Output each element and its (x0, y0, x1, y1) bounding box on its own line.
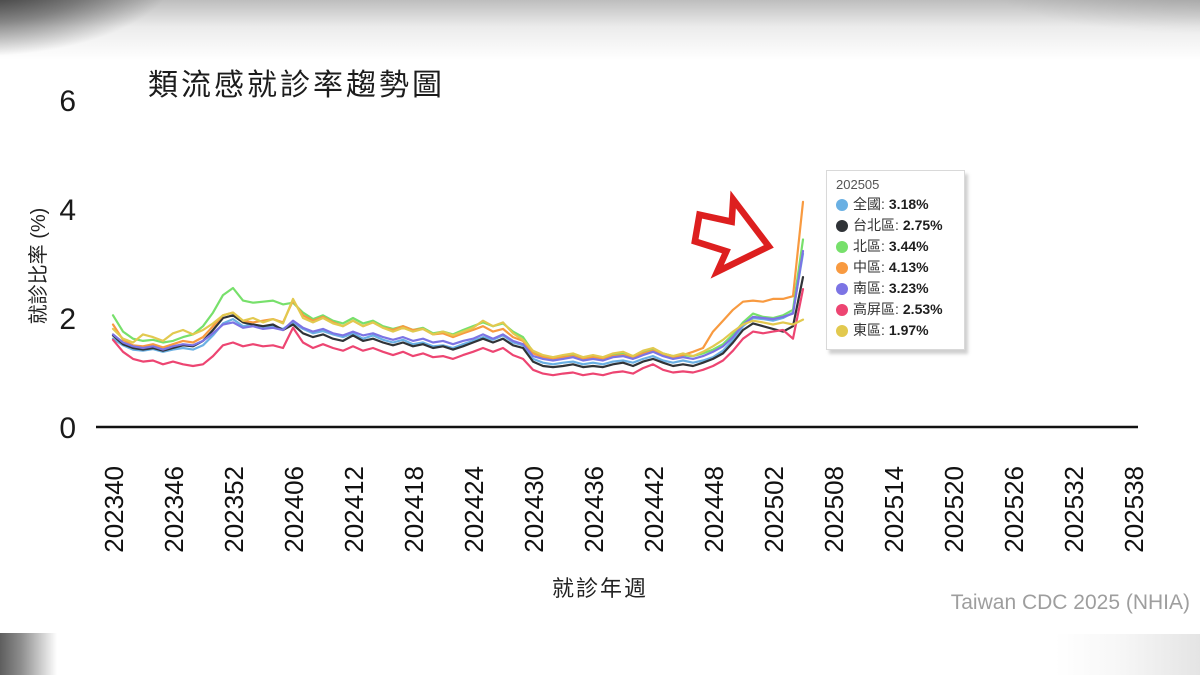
legend-color-dot (836, 198, 848, 211)
x-tick-label: 202508 (819, 466, 849, 553)
legend-label: 南區: (853, 280, 885, 296)
legend-color-dot (836, 303, 848, 316)
legend-value: 3.18% (888, 196, 929, 212)
legend-value: 4.13% (888, 259, 929, 275)
x-tick-label: 202424 (459, 466, 489, 553)
legend-label: 台北區: (853, 217, 899, 233)
x-tick-label: 202502 (759, 466, 789, 553)
legend-color-dot (836, 240, 848, 253)
tooltip-week-label: 202505 (836, 177, 880, 192)
legend-item-taipei: 台北區: 2.75% (836, 215, 954, 236)
x-tick-label: 202532 (1059, 466, 1089, 553)
chart-title: 類流感就診率趨勢圖 (148, 68, 445, 103)
legend-label: 北區: (853, 238, 885, 254)
y-tick-label: 6 (59, 85, 76, 118)
spike-arrow-shape (691, 190, 774, 279)
x-tick-label: 202340 (99, 466, 129, 553)
legend-label: 全國: (853, 196, 885, 212)
legend-color-dot (836, 324, 848, 337)
legend-value: 1.97% (888, 322, 929, 338)
series-line-kaoping (111, 288, 805, 377)
attribution-text: Taiwan CDC 2025 (NHIA) (950, 591, 1190, 614)
legend-color-dot (836, 219, 848, 232)
series-line-taipei (111, 276, 805, 369)
x-tick-label: 202436 (579, 466, 609, 553)
legend-label: 中區: (853, 259, 885, 275)
series-line-east (111, 297, 805, 359)
x-tick-label: 202430 (519, 466, 549, 553)
tooltip-items-list: 全國: 3.18% 台北區: 2.75% 北區: 3.44% 中區: 4.13% 南區: 3.23… (836, 194, 954, 341)
legend-value: 2.53% (902, 301, 943, 317)
y-tick-label: 4 (59, 194, 76, 227)
series-line-south (111, 249, 805, 362)
legend-item-central: 中區: 4.13% (836, 257, 954, 278)
legend-color-dot (836, 261, 848, 274)
x-tick-label: 202442 (639, 466, 669, 553)
series-line-north (111, 238, 805, 359)
x-tick-label: 202352 (219, 466, 249, 553)
x-tick-label: 202448 (699, 466, 729, 553)
x-tick-label: 202520 (939, 466, 969, 553)
tooltip-box: 202505 全國: 3.18% 台北區: 2.75% 北區: 3.44% 中區: 4.13%… (826, 170, 965, 350)
legend-item-nationwide: 全國: 3.18% (836, 194, 954, 215)
x-axis-title: 就診年週 (551, 576, 648, 601)
series-line-nationwide (111, 252, 805, 366)
x-tick-label: 202514 (879, 466, 909, 553)
legend-item-east: 東區: 1.97% (836, 320, 954, 341)
y-tick-label: 2 (59, 303, 76, 336)
legend-item-south: 南區: 3.23% (836, 278, 954, 299)
x-tick-label: 202418 (399, 466, 429, 553)
legend-label: 高屏區: (853, 301, 899, 317)
legend-value: 3.44% (888, 238, 929, 254)
x-tick-label: 202538 (1119, 466, 1149, 553)
x-tick-label: 202346 (159, 466, 189, 553)
legend-value: 2.75% (902, 217, 943, 233)
legend-item-north: 北區: 3.44% (836, 236, 954, 257)
y-axis-title: 就診比率 (%) (28, 207, 50, 325)
x-tick-label: 202412 (339, 466, 369, 553)
y-tick-label: 0 (59, 412, 76, 445)
legend-color-dot (836, 282, 848, 295)
legend-value: 3.23% (888, 280, 929, 296)
legend-label: 東區: (853, 322, 885, 338)
x-tick-label: 202406 (279, 466, 309, 553)
spike-arrow-annotation (691, 190, 774, 279)
legend-item-kaoping: 高屏區: 2.53% (836, 299, 954, 320)
x-tick-label: 202526 (999, 466, 1029, 553)
